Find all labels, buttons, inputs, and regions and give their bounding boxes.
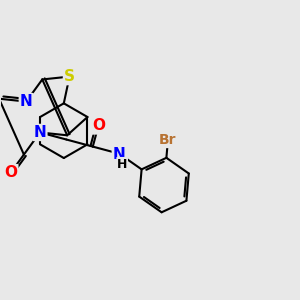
Text: N: N <box>113 147 126 162</box>
Text: Br: Br <box>159 133 177 147</box>
Text: N: N <box>20 94 33 109</box>
Text: O: O <box>4 165 17 180</box>
Text: H: H <box>117 158 128 171</box>
Text: S: S <box>64 69 75 84</box>
Text: N: N <box>34 125 46 140</box>
Text: O: O <box>92 118 105 134</box>
